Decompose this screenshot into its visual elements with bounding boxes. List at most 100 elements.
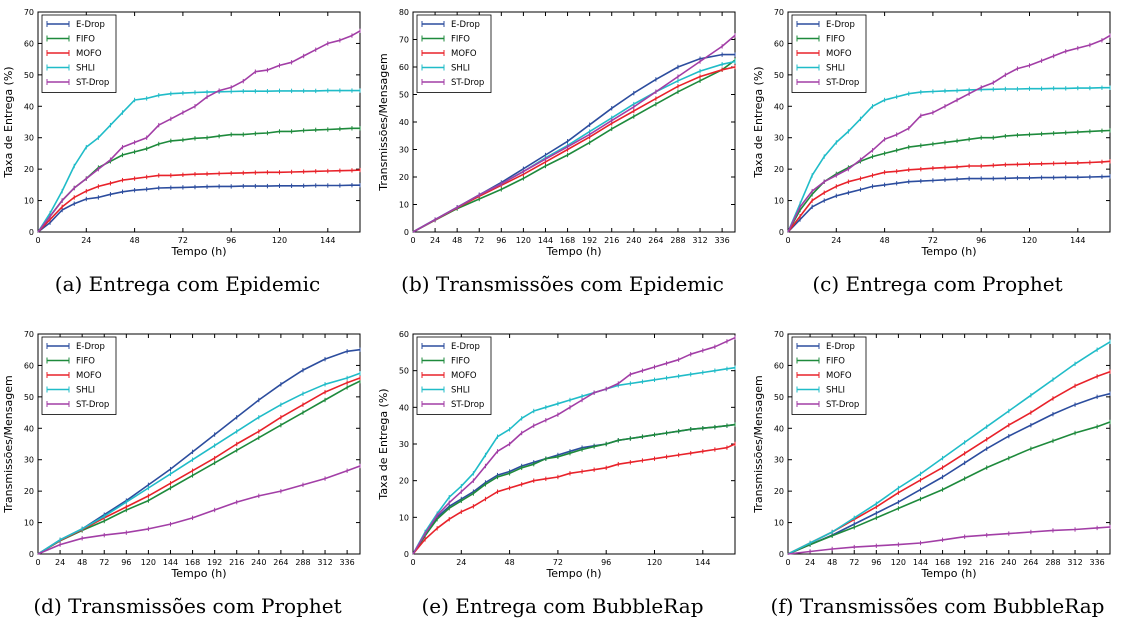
x-tick-label: 0 [785,558,790,567]
figure-caption: (a) Entrega com Epidemic [54,272,321,296]
x-tick-label: 336 [339,558,354,567]
x-tick-label: 288 [1045,558,1060,567]
x-tick-label: 312 [1067,558,1082,567]
series-line [787,421,1111,555]
y-tick-label: 40 [399,403,409,412]
x-tick-label: 96 [601,558,611,567]
x-tick-label: 168 [560,236,575,245]
x-tick-label: 0 [35,236,40,245]
legend-label: MOFO [451,49,477,59]
y-axis-label: Transmissões/Mensagem [2,375,15,513]
legend: E-Drop FIFO MOFO SHLI ST-Drop [416,336,492,415]
series-shli [37,88,361,233]
series-line [787,86,1110,233]
legend-label: E-Drop [826,20,855,30]
y-tick-label: 0 [29,228,34,237]
x-tick-label: 312 [317,558,332,567]
series-mofo [37,167,361,233]
series-line [37,377,361,555]
y-tick-label: 0 [779,228,784,237]
x-tick-label: 72 [849,558,859,567]
series-line [787,175,1111,233]
legend-label: MOFO [826,49,852,59]
series-line [37,30,361,233]
y-tick-label: 50 [24,393,34,402]
y-tick-label: 0 [779,550,784,559]
x-tick-label: 168 [935,558,950,567]
x-tick-label: 48 [827,558,837,567]
chart-panel-5: 0 10 20 30 40 50 60 0 24 48 72 96 120 144 Tempo (h) Tax… [375,322,750,643]
legend-label: E-Drop [76,342,105,352]
y-tick-label: 50 [399,91,409,100]
y-tick-label: 70 [399,36,409,45]
y-tick-label: 30 [24,134,34,143]
legend-label: E-Drop [451,342,480,352]
series-line [787,526,1111,555]
x-axis-label: Tempo (h) [920,245,976,258]
x-tick-label: 48 [452,236,462,245]
x-tick-label: 0 [410,236,415,245]
y-axis-label: Taxa de Entrega (%) [2,66,15,178]
chart-panel-4: 0 10 20 30 40 50 60 70 0 24 48 72 96 120 144 168 192 216 2… [0,322,375,643]
series-line [412,34,736,233]
series-line [787,341,1111,555]
legend-label: MOFO [76,49,102,59]
x-tick-label: 0 [785,236,790,245]
legend-label: FIFO [826,35,845,45]
x-tick-label: 336 [714,236,729,245]
chart-svg: 0 10 20 30 40 50 60 70 0 24 48 72 96 120 144 168 192 216 2… [752,330,1111,580]
x-tick-label: 144 [320,236,335,245]
figure-caption: (f) Transmissões com BubbleRap [770,594,1105,618]
figure-caption: (e) Entrega com BubbleRap [421,594,704,618]
y-tick-label: 10 [399,513,409,522]
y-tick-label: 0 [29,550,34,559]
y-tick-label: 60 [24,39,34,48]
x-tick-label: 72 [553,558,563,567]
x-tick-label: 120 [272,236,287,245]
series-shli [787,339,1111,555]
x-tick-label: 240 [626,236,641,245]
x-axis-label: Tempo (h) [545,567,601,580]
series-line [412,423,736,555]
y-tick-label: 10 [774,519,784,528]
legend-label: MOFO [451,371,477,381]
x-tick-label: 264 [1023,558,1038,567]
series-line [412,336,736,555]
x-tick-label: 336 [1089,558,1104,567]
series-line [787,34,1111,233]
y-tick-label: 50 [24,71,34,80]
x-tick-label: 96 [976,236,986,245]
x-tick-label: 24 [430,236,440,245]
series-st-drop [787,524,1111,555]
legend: E-Drop FIFO MOFO SHLI ST-Drop [41,336,117,415]
chart-svg: 0 10 20 30 40 50 60 70 0 24 48 72 96 120 144 168 192 216 2… [2,330,361,580]
y-axis-label: Taxa de Entrega (%) [377,388,390,500]
x-tick-label: 72 [178,236,188,245]
x-axis-label: Tempo (h) [170,567,226,580]
x-tick-label: 72 [928,236,938,245]
legend-label: MOFO [826,371,852,381]
y-axis-label: Transmissões/Mensagem [752,375,765,513]
x-tick-label: 96 [871,558,881,567]
y-tick-label: 20 [399,477,409,486]
series-fifo [412,422,736,555]
x-tick-label: 288 [670,236,685,245]
series-mofo [787,159,1111,233]
series-line [37,372,361,555]
chart-svg: 0 10 20 30 40 50 60 70 0 24 48 72 96 120 144 Tempo (h) T… [752,8,1111,258]
series-st-drop [787,33,1111,233]
x-tick-label: 24 [805,558,815,567]
y-tick-label: 20 [774,165,784,174]
series-st-drop [412,335,736,555]
y-tick-label: 20 [24,487,34,496]
series-line [412,66,736,233]
legend-label: SHLI [76,64,95,74]
legend-label: FIFO [826,357,845,367]
x-tick-label: 216 [229,558,244,567]
y-tick-label: 30 [399,440,409,449]
x-tick-label: 192 [957,558,972,567]
series-line [412,59,736,233]
x-tick-label: 144 [163,558,178,567]
x-tick-label: 192 [207,558,222,567]
x-tick-label: 168 [185,558,200,567]
